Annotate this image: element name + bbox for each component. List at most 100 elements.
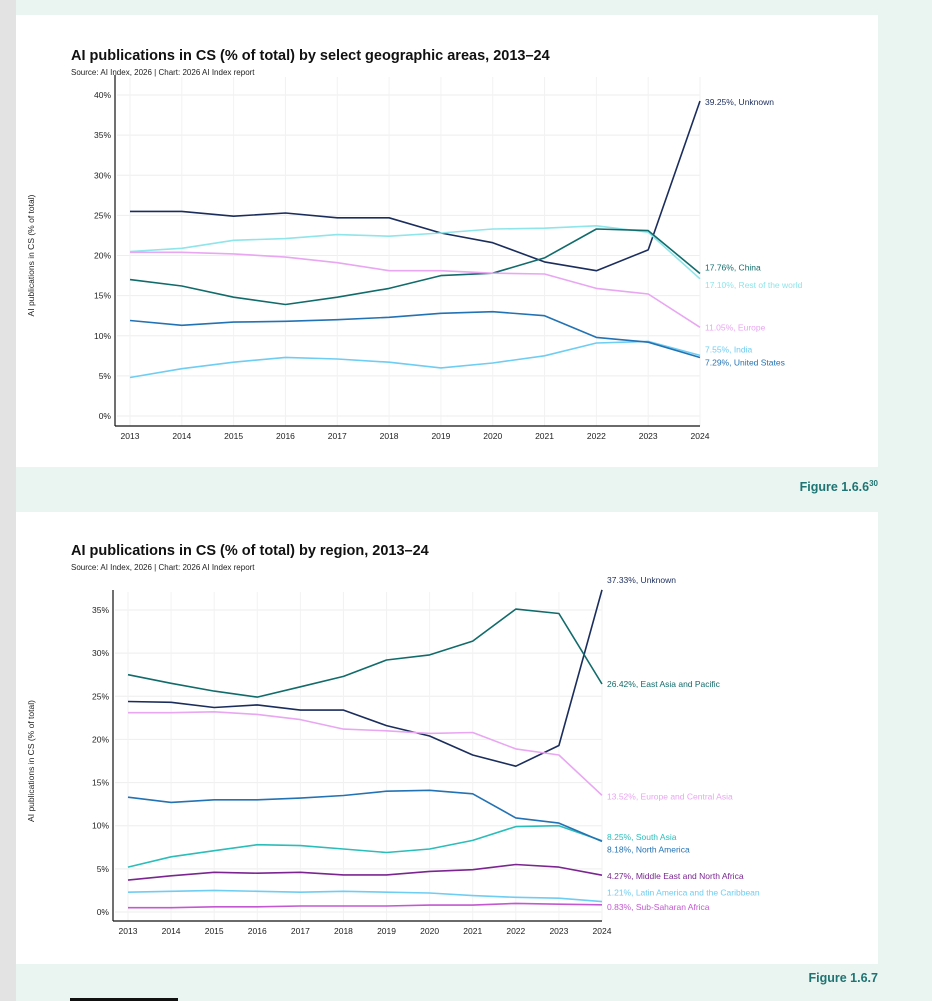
x-tick-label: 2022 <box>587 431 606 441</box>
end-label: 17.10%, Rest of the world <box>705 280 803 290</box>
line-chart-region: 0% 5% 10% 15% 20% 25% 30% 35% 2013 2014 2015 2016 20… <box>26 575 760 936</box>
divider-bar <box>70 998 178 1001</box>
y-tick-label: 35% <box>94 130 111 140</box>
y-tick-label: 25% <box>94 210 111 220</box>
y-tick-label: 35% <box>92 605 109 615</box>
y-tick-label: 20% <box>92 734 109 744</box>
series-china: 17.76%, China <box>129 228 761 306</box>
x-tick-label: 2024 <box>593 926 612 936</box>
x-tick-label: 2019 <box>431 431 450 441</box>
end-label: 11.05%, Europe <box>705 322 766 332</box>
series-line <box>129 228 701 306</box>
x-tick-label: 2023 <box>549 926 568 936</box>
series-line <box>130 100 701 272</box>
chart-title: AI publications in CS (% of total) by re… <box>71 543 429 559</box>
series-latin-america-and-the-caribbean: 1.21%, Latin America and the Caribbean <box>127 888 760 903</box>
end-label: 8.18%, North America <box>607 844 690 854</box>
end-label: 13.52%, Europe and Central Asia <box>607 791 733 801</box>
chart-card-region: AI publications in CS (% of total) by re… <box>16 512 878 964</box>
chart-source: Source: AI Index, 2026 | Chart: 2026 AI … <box>71 563 255 572</box>
series-europe-and-central-asia: 13.52%, Europe and Central Asia <box>128 711 733 801</box>
x-tick-label: 2017 <box>328 431 347 441</box>
y-tick-label: 10% <box>94 331 111 341</box>
series-unknown: 39.25%, Unknown <box>130 97 774 272</box>
x-tick-label: 2021 <box>463 926 482 936</box>
y-tick-label: 0% <box>99 411 112 421</box>
series-line <box>127 589 603 767</box>
x-tick-label: 2023 <box>639 431 658 441</box>
series-east-asia-and-pacific: 26.42%, East Asia and Pacific <box>127 608 721 698</box>
series-line <box>127 789 603 843</box>
page-left-margin <box>0 0 16 1001</box>
end-label: 17.76%, China <box>705 262 761 272</box>
series-line <box>129 340 701 379</box>
y-axis-title: AI publications in CS (% of total) <box>26 700 36 822</box>
chart-title: AI publications in CS (% of total) by se… <box>71 48 550 64</box>
series-line <box>127 889 603 903</box>
x-tick-label: 2013 <box>119 926 138 936</box>
chart-card-geographic-areas: AI publications in CS (% of total) by se… <box>16 15 878 467</box>
series-line <box>128 711 603 796</box>
y-tick-label: 30% <box>92 648 109 658</box>
y-tick-label: 10% <box>92 821 109 831</box>
y-tick-label: 40% <box>94 90 111 100</box>
y-tick-label: 5% <box>97 864 110 874</box>
series-unknown: 37.33%, Unknown <box>127 575 676 767</box>
x-tick-label: 2020 <box>483 431 502 441</box>
end-label: 39.25%, Unknown <box>705 97 774 107</box>
end-label: 7.55%, India <box>705 344 753 354</box>
figure-label: Figure 1.6.7 <box>809 971 878 985</box>
x-tick-label: 2017 <box>291 926 310 936</box>
end-label: 0.83%, Sub-Saharan Africa <box>607 902 710 912</box>
chart-source: Source: AI Index, 2026 | Chart: 2026 AI … <box>71 68 255 77</box>
x-tick-label: 2013 <box>121 431 140 441</box>
x-tick-label: 2019 <box>377 926 396 936</box>
x-tick-label: 2016 <box>276 431 295 441</box>
series-india: 7.55%, India <box>129 340 753 379</box>
end-label: 1.21%, Latin America and the Caribbean <box>607 888 760 898</box>
y-tick-label: 20% <box>94 251 111 261</box>
series-line <box>130 251 701 328</box>
series-middle-east-and-north-africa: 4.27%, Middle East and North Africa <box>127 863 744 881</box>
y-axis-title: AI publications in CS (% of total) <box>26 194 36 316</box>
series-line <box>127 608 603 698</box>
end-label: 26.42%, East Asia and Pacific <box>607 679 721 689</box>
series-sub-saharan-africa: 0.83%, Sub-Saharan Africa <box>128 902 710 912</box>
series-north-america: 8.18%, North America <box>127 789 690 854</box>
x-tick-label: 2018 <box>334 926 353 936</box>
y-tick-label: 15% <box>92 778 109 788</box>
end-label: 8.25%, South Asia <box>607 832 677 842</box>
x-tick-label: 2014 <box>172 431 191 441</box>
x-tick-label: 2020 <box>420 926 439 936</box>
figure-number: Figure 1.6.7 <box>808 971 878 985</box>
end-label: 4.27%, Middle East and North Africa <box>607 871 744 881</box>
series-line <box>129 225 701 280</box>
series-europe: 11.05%, Europe <box>130 251 766 332</box>
footnote-ref[interactable]: 30 <box>869 479 878 488</box>
y-tick-label: 25% <box>92 691 109 701</box>
series-line <box>127 863 603 881</box>
series-line <box>129 310 701 359</box>
series-united-states: 7.29%, United States <box>129 310 785 367</box>
x-tick-label: 2016 <box>248 926 267 936</box>
figure-number: Figure 1.6.6 <box>799 480 870 495</box>
y-tick-label: 0% <box>97 907 110 917</box>
x-tick-label: 2022 <box>506 926 525 936</box>
figure-label: Figure 1.6.630 <box>800 479 878 494</box>
series-line <box>127 824 603 868</box>
gridlines <box>117 77 701 426</box>
x-tick-label: 2015 <box>224 431 243 441</box>
series-south-asia: 8.25%, South Asia <box>127 824 677 868</box>
line-chart-geographic-areas: 0% 5% 10% 15% 20% 25% 30% 35% 40% 2013 2014 2015 201… <box>26 75 803 441</box>
gridlines <box>115 592 603 921</box>
y-tick-label: 5% <box>99 371 112 381</box>
end-label: 7.29%, United States <box>705 357 785 367</box>
series-rest-of-the-world: 17.10%, Rest of the world <box>129 225 803 290</box>
x-tick-label: 2018 <box>380 431 399 441</box>
x-tick-label: 2021 <box>535 431 554 441</box>
x-tick-label: 2024 <box>691 431 710 441</box>
x-tick-label: 2015 <box>205 926 224 936</box>
y-tick-label: 15% <box>94 291 111 301</box>
series-line <box>128 902 603 909</box>
end-label: 37.33%, Unknown <box>607 575 676 585</box>
